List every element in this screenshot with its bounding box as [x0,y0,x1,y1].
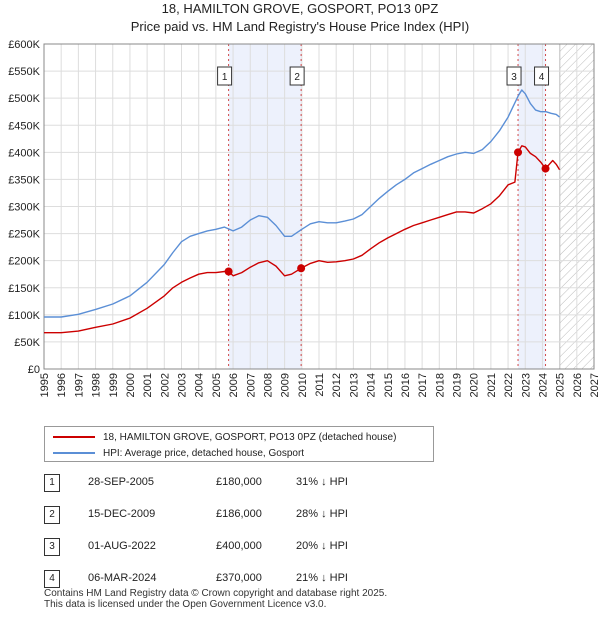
y-tick-label: £200K [8,256,40,268]
sale-price: £370,000 [216,572,262,584]
y-tick-label: £0 [28,364,40,376]
x-tick-label: 2002 [159,373,171,397]
y-tick-label: £500K [8,93,40,105]
x-tick-label: 1997 [73,373,85,397]
plot-area: 1 2 3 4 £0 £50K £100K £150K £200K £250K £300K £350K… [8,39,600,397]
x-tick-label: 2017 [417,373,429,397]
sale-hpi-diff: 31% ↓ HPI [296,476,348,488]
sale-row: 3 01-AUG-2022 £400,000 20% ↓ HPI [44,538,464,556]
y-tick-label: £300K [8,202,40,214]
y-tick-label: £150K [8,283,40,295]
sale-label-number: 3 [511,72,517,83]
footer-line: This data is licensed under the Open Gov… [44,599,327,610]
x-tick-label: 2016 [400,373,412,397]
x-tick-label: 2000 [125,373,137,397]
x-tick-label: 2027 [589,373,600,397]
x-tick-label: 1998 [91,373,103,397]
sale-date: 06-MAR-2024 [88,572,157,584]
sale-point [541,164,550,173]
x-tick-label: 2022 [503,373,515,397]
x-tick-label: 2006 [228,373,240,397]
sale-row: 1 28-SEP-2005 £180,000 31% ↓ HPI [44,474,464,492]
sale-price: £186,000 [216,508,262,520]
y-tick-label: £400K [8,147,40,159]
legend-label-hpi: HPI: Average price, detached house, Gosp… [103,447,305,459]
sale-label-number: 1 [222,72,228,83]
sale-hpi-diff: 21% ↓ HPI [296,572,348,584]
sale-label-box [506,66,522,86]
hpi-line [44,89,561,318]
sale-number: 3 [44,538,60,556]
sale-point [224,267,233,276]
sale-row: 4 06-MAR-2024 £370,000 21% ↓ HPI [44,570,464,588]
x-tick-label: 2001 [142,373,154,397]
sale-label-box [289,66,305,86]
x-tick-label: 2008 [262,373,274,397]
sale-number: 2 [44,506,60,524]
y-tick-label: £600K [8,39,40,51]
x-tick-label: 2025 [555,373,567,397]
sale-date: 28-SEP-2005 [88,476,155,488]
x-tick-label: 2024 [537,373,549,397]
y-tick-label: £550K [8,66,40,78]
x-tick-label: 2010 [297,373,309,397]
sale-number: 4 [44,570,60,588]
x-tick-label: 2019 [452,373,464,397]
plot-frame [43,43,595,370]
sale-price: £400,000 [216,540,262,552]
legend: 18, HAMILTON GROVE, GOSPORT, PO13 0PZ (d… [44,426,434,462]
x-tick-label: 2011 [314,373,326,397]
x-tick-label: 2012 [331,373,343,397]
sale-number: 1 [44,474,60,492]
y-tick-label: £450K [8,120,40,132]
x-tick-label: 2007 [245,373,257,397]
sale-date: 15-DEC-2009 [88,508,156,520]
sale-price: £180,000 [216,476,262,488]
x-tick-label: 2021 [486,373,498,397]
sale-hpi-diff: 28% ↓ HPI [296,508,348,520]
sale-row: 2 15-DEC-2009 £186,000 28% ↓ HPI [44,506,464,524]
y-tick-label: £350K [8,174,40,186]
legend-item-property: 18, HAMILTON GROVE, GOSPORT, PO13 0PZ (d… [53,429,396,445]
x-tick-label: 2005 [211,373,223,397]
chart-subtitle: Price paid vs. HM Land Registry's House … [131,19,469,34]
chart-title: 18, HAMILTON GROVE, GOSPORT, PO13 0PZ [162,1,439,16]
x-tick-label: 2020 [469,373,481,397]
legend-label-property: 18, HAMILTON GROVE, GOSPORT, PO13 0PZ (d… [103,431,397,443]
y-tick-label: £250K [8,229,40,241]
x-tick-label: 1999 [108,373,120,397]
legend-item-hpi: HPI: Average price, detached house, Gosp… [53,445,304,461]
x-tick-label: 2023 [520,373,532,397]
sale-date: 01-AUG-2022 [88,540,156,552]
sale-label-number: 2 [294,72,300,83]
x-tick-label: 2014 [366,373,378,397]
sale-label-number: 4 [539,72,545,83]
price-chart: 18, HAMILTON GROVE, GOSPORT, PO13 0PZ Pr… [8,1,600,397]
footer-attribution: Contains HM Land Registry data © Crown c… [44,588,387,610]
y-tick-label: £50K [14,337,40,349]
legend-swatch-property [53,436,95,438]
x-tick-label: 2013 [348,373,360,397]
legend-swatch-hpi [53,452,95,454]
sale-label-box [217,66,233,86]
sale-point [514,148,523,157]
x-tick-label: 2015 [383,373,395,397]
x-tick-label: 2026 [572,373,584,397]
x-tick-label: 1996 [56,373,68,397]
footer-line: Contains HM Land Registry data © Crown c… [44,588,388,599]
sale-hpi-diff: 20% ↓ HPI [296,540,348,552]
sale-point [297,264,306,273]
y-tick-label: £100K [8,310,40,322]
x-tick-label: 2018 [434,373,446,397]
x-tick-label: 2003 [177,373,189,397]
sale-label-box [534,66,550,86]
x-tick-label: 2004 [194,373,206,397]
x-tick-label: 2009 [280,373,292,397]
x-tick-label: 1995 [39,373,51,397]
